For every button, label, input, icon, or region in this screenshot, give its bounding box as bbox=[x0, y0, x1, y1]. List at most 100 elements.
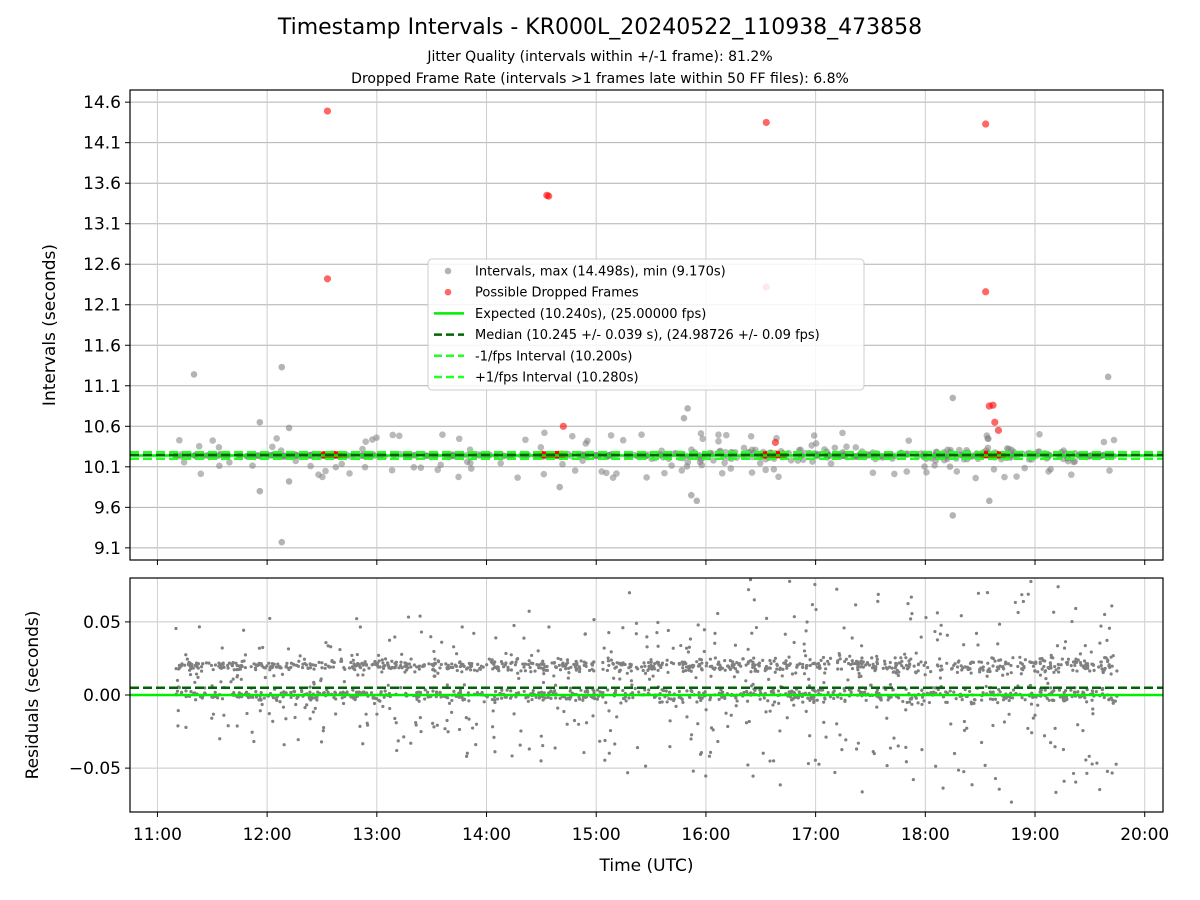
residual-point bbox=[332, 695, 336, 700]
interval-point bbox=[756, 459, 764, 467]
interval-point bbox=[921, 463, 928, 470]
interval-point bbox=[579, 457, 586, 464]
residual-point bbox=[326, 644, 330, 648]
residual-point bbox=[810, 603, 815, 607]
interval-point bbox=[678, 467, 686, 474]
residual-point bbox=[776, 689, 781, 693]
residual-point bbox=[965, 726, 969, 730]
residual-point bbox=[195, 664, 199, 669]
residual-point bbox=[726, 724, 730, 729]
residual-point bbox=[643, 764, 648, 768]
residual-point bbox=[490, 697, 494, 702]
residual-point bbox=[645, 645, 649, 649]
residual-point bbox=[527, 609, 531, 613]
residual-point bbox=[467, 661, 471, 665]
residual-point bbox=[886, 698, 890, 702]
residual-point bbox=[509, 689, 513, 693]
residual-point bbox=[522, 662, 527, 666]
residual-point bbox=[363, 660, 367, 664]
residual-point bbox=[688, 637, 693, 641]
residual-point bbox=[184, 689, 188, 693]
residual-point bbox=[432, 649, 436, 654]
residual-point bbox=[1078, 660, 1083, 665]
residual-point bbox=[1069, 664, 1073, 668]
residual-point bbox=[1007, 698, 1011, 703]
interval-point bbox=[346, 470, 353, 477]
residual-point bbox=[659, 665, 663, 670]
residual-point bbox=[320, 666, 324, 670]
residual-point bbox=[189, 690, 193, 694]
residual-point bbox=[681, 662, 685, 667]
residual-point bbox=[284, 664, 288, 668]
residual-point bbox=[696, 722, 700, 726]
residual-point bbox=[372, 701, 377, 706]
residual-point bbox=[328, 665, 333, 669]
residual-point bbox=[853, 661, 857, 666]
residual-point bbox=[537, 691, 541, 695]
residual-point bbox=[716, 611, 720, 616]
residual-point bbox=[526, 699, 530, 703]
residual-point bbox=[704, 708, 708, 712]
residual-point bbox=[723, 658, 727, 663]
residual-point bbox=[435, 723, 439, 727]
residuals-y-tick-label: −0.05 bbox=[69, 759, 121, 779]
chart-title: Timestamp Intervals - KR000L_20240522_11… bbox=[277, 15, 923, 40]
residual-point bbox=[237, 695, 241, 699]
residual-point bbox=[891, 688, 895, 692]
interval-point bbox=[869, 469, 877, 477]
residual-point bbox=[465, 754, 469, 758]
residual-point bbox=[843, 659, 847, 664]
residual-point bbox=[949, 667, 954, 671]
interval-point bbox=[455, 473, 462, 481]
residual-point bbox=[1061, 747, 1066, 752]
residual-point bbox=[613, 691, 617, 695]
residual-point bbox=[541, 743, 545, 748]
residual-point bbox=[704, 664, 708, 668]
residual-point bbox=[899, 656, 903, 660]
residual-point bbox=[1062, 646, 1067, 650]
residual-point bbox=[773, 670, 777, 674]
residual-point bbox=[418, 716, 422, 720]
residual-point bbox=[414, 723, 418, 727]
dropped-frame-point bbox=[982, 288, 990, 296]
residual-point bbox=[330, 659, 334, 664]
residual-point bbox=[764, 710, 768, 714]
residual-point bbox=[856, 741, 861, 745]
residual-point bbox=[713, 641, 717, 645]
residual-point bbox=[1045, 696, 1049, 700]
residual-point bbox=[1055, 644, 1060, 648]
residual-point bbox=[922, 699, 926, 703]
interval-point bbox=[748, 469, 756, 476]
residual-point bbox=[818, 666, 822, 670]
residual-point bbox=[375, 697, 379, 701]
residual-point bbox=[713, 631, 717, 635]
residual-point bbox=[1030, 731, 1034, 735]
residual-point bbox=[394, 660, 398, 664]
residual-point bbox=[647, 688, 651, 692]
residual-point bbox=[1071, 668, 1075, 672]
residual-point bbox=[361, 690, 365, 694]
residual-point bbox=[393, 635, 397, 639]
residual-point bbox=[940, 667, 944, 672]
residual-point bbox=[242, 628, 246, 632]
residuals-x-tick-label: 15:00 bbox=[572, 825, 621, 845]
residual-point bbox=[556, 706, 560, 710]
residual-point bbox=[197, 625, 201, 629]
residual-point bbox=[649, 660, 653, 664]
residual-point bbox=[196, 675, 200, 679]
residual-point bbox=[893, 656, 897, 660]
residual-point bbox=[399, 660, 403, 664]
residual-point bbox=[492, 735, 496, 739]
residual-point bbox=[467, 717, 471, 721]
interval-point bbox=[359, 445, 366, 453]
residual-point bbox=[417, 699, 421, 703]
residual-point bbox=[914, 696, 918, 700]
residual-point bbox=[609, 658, 614, 662]
residual-point bbox=[778, 729, 782, 733]
interval-outlier-point bbox=[285, 478, 293, 485]
residual-point bbox=[842, 686, 846, 691]
residuals-y-tick-label: 0.05 bbox=[83, 613, 121, 633]
residual-point bbox=[472, 631, 476, 635]
residual-point bbox=[512, 623, 516, 628]
residual-point bbox=[895, 668, 899, 672]
